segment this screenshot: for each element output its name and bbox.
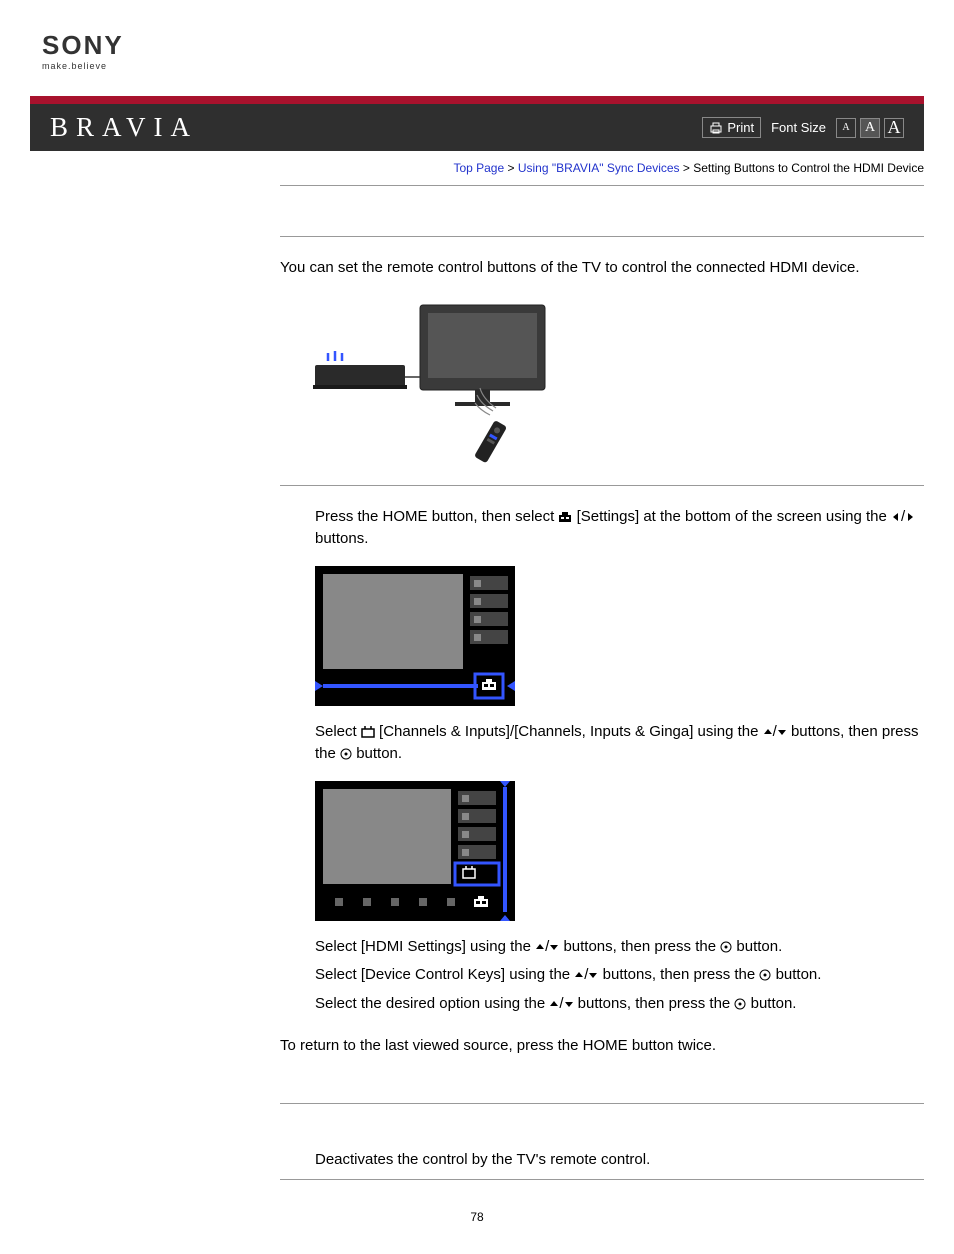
up-arrow-icon: [549, 999, 559, 1009]
font-size-label: Font Size: [771, 120, 826, 135]
hero-illustration: [280, 295, 924, 465]
down-arrow-icon: [564, 999, 574, 1009]
enter-icon: [734, 998, 746, 1010]
step-3-text: Select [HDMI Settings] using the / butto…: [315, 936, 924, 959]
divider: [280, 236, 924, 237]
page-number: 78: [30, 1210, 924, 1224]
right-arrow-icon: [905, 512, 915, 522]
font-size-large-button[interactable]: A: [884, 118, 904, 138]
divider: [280, 1179, 924, 1180]
print-icon: [709, 121, 723, 135]
left-arrow-icon: [891, 512, 901, 522]
step-4-text: Select [Device Control Keys] using the /…: [315, 964, 924, 987]
deactivate-text: Deactivates the control by the TV's remo…: [315, 1149, 924, 1172]
enter-icon: [720, 941, 732, 953]
font-size-small-button[interactable]: A: [836, 118, 856, 138]
breadcrumb: Top Page > Using "BRAVIA" Sync Devices >…: [30, 151, 924, 185]
menu-illustration-1: [315, 566, 924, 706]
enter-icon: [340, 748, 352, 760]
breadcrumb-sep: >: [680, 161, 694, 175]
step-5-text: Select the desired option using the / bu…: [315, 993, 924, 1016]
divider: [280, 485, 924, 486]
step-1-text: Press the HOME button, then select [Sett…: [315, 506, 924, 551]
brand-logo: SONY make.believe: [42, 30, 924, 71]
font-size-medium-button[interactable]: A: [860, 118, 880, 138]
up-arrow-icon: [763, 727, 773, 737]
intro-text: You can set the remote control buttons o…: [280, 257, 924, 280]
breadcrumb-sep: >: [504, 161, 518, 175]
return-note: To return to the last viewed source, pre…: [280, 1035, 924, 1058]
enter-icon: [759, 969, 771, 981]
print-label: Print: [727, 120, 754, 135]
print-button[interactable]: Print: [702, 117, 761, 138]
header-bar: BRAVIA Print Font Size A A A: [30, 96, 924, 151]
breadcrumb-top-link[interactable]: Top Page: [453, 161, 504, 175]
down-arrow-icon: [549, 942, 559, 952]
breadcrumb-mid-link[interactable]: Using "BRAVIA" Sync Devices: [518, 161, 680, 175]
brand-tagline: make.believe: [42, 61, 924, 71]
settings-icon: [558, 511, 572, 523]
up-arrow-icon: [535, 942, 545, 952]
input-icon: [361, 726, 375, 738]
down-arrow-icon: [588, 970, 598, 980]
brand-name: SONY: [42, 30, 924, 61]
down-arrow-icon: [777, 727, 787, 737]
product-name: BRAVIA: [50, 112, 198, 143]
header-controls: Print Font Size A A A: [702, 117, 904, 138]
step-2-text: Select [Channels & Inputs]/[Channels, In…: [315, 721, 924, 766]
up-arrow-icon: [574, 970, 584, 980]
menu-illustration-2: [315, 781, 924, 921]
breadcrumb-current: Setting Buttons to Control the HDMI Devi…: [693, 161, 924, 175]
content-area: You can set the remote control buttons o…: [30, 185, 924, 1224]
